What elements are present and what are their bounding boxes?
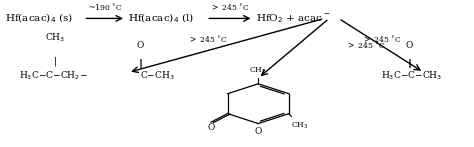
Text: $>$ 245 $^{\circ}$C: $>$ 245 $^{\circ}$C [188,35,228,45]
Text: ~190 $^{\circ}$C: ~190 $^{\circ}$C [88,2,122,13]
Text: Hf(acac)$_4$ (l): Hf(acac)$_4$ (l) [128,12,194,25]
Text: $\Vert$: $\Vert$ [407,57,412,70]
Text: $>$ 245 $^{\circ}$C: $>$ 245 $^{\circ}$C [210,2,250,13]
Text: H$_3$C$-$C$-$CH$_2$$-$: H$_3$C$-$C$-$CH$_2$$-$ [18,69,87,81]
Text: O: O [255,127,262,136]
Text: C$-$CH$_3$: C$-$CH$_3$ [140,69,175,81]
Text: $>$ 245 $^{\circ}$C: $>$ 245 $^{\circ}$C [346,40,385,51]
Text: CH$_3$: CH$_3$ [292,121,309,131]
Text: |: | [54,56,56,66]
Text: CH$_3$: CH$_3$ [45,31,65,44]
Text: O: O [406,41,413,50]
Text: H$_3$C$-$C$-$CH$_3$: H$_3$C$-$C$-$CH$_3$ [381,69,443,81]
Text: Hf(acac)$_4$ (s): Hf(acac)$_4$ (s) [5,12,73,25]
Text: O: O [207,123,215,132]
Text: $>$ 245 $^{\circ}$C: $>$ 245 $^{\circ}$C [362,35,402,45]
Text: O: O [137,41,144,50]
Text: HfO$_2$ + acac$^-$: HfO$_2$ + acac$^-$ [256,12,330,25]
Text: CH$_3$: CH$_3$ [249,65,267,76]
Text: $\Vert$: $\Vert$ [137,57,143,70]
